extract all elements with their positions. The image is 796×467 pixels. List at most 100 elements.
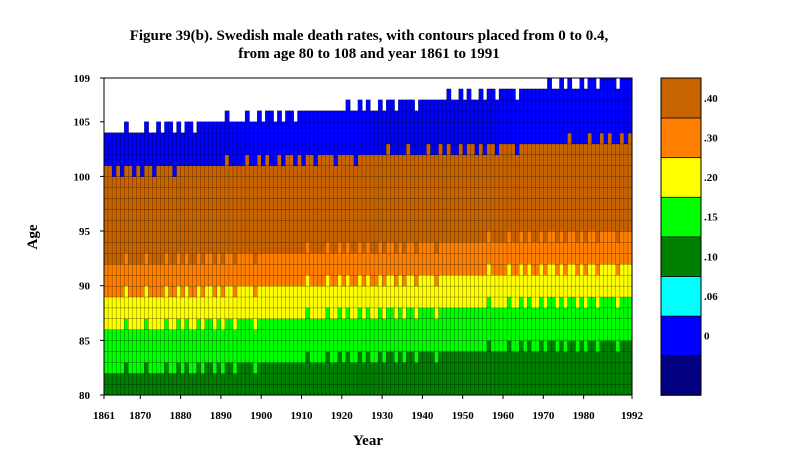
contour-cell bbox=[377, 252, 383, 265]
contour-cell bbox=[232, 373, 238, 385]
contour-cell bbox=[478, 285, 484, 298]
contour-cell bbox=[406, 198, 411, 210]
contour-cell bbox=[277, 351, 282, 363]
contour-cell bbox=[547, 296, 552, 309]
contour-cell bbox=[124, 351, 129, 363]
contour-cell bbox=[337, 187, 343, 199]
contour-cell bbox=[297, 219, 303, 232]
contour-cell bbox=[289, 165, 294, 177]
contour-cell bbox=[115, 132, 121, 145]
contour-cell bbox=[164, 121, 170, 134]
contour-cell bbox=[442, 241, 448, 254]
contour-cell bbox=[474, 110, 480, 123]
contour-cell bbox=[269, 373, 274, 385]
contour-cell bbox=[277, 241, 282, 254]
contour-cell bbox=[369, 307, 375, 320]
contour-cell bbox=[478, 307, 484, 320]
contour-cell bbox=[128, 143, 133, 156]
contour-cell bbox=[410, 154, 415, 166]
contour-cell bbox=[527, 219, 532, 232]
contour-cell bbox=[551, 121, 556, 134]
contour-cell bbox=[571, 209, 577, 221]
contour-cell bbox=[414, 340, 419, 352]
contour-cell bbox=[265, 329, 270, 341]
contour-cell bbox=[192, 362, 198, 374]
contour-cell bbox=[144, 307, 149, 320]
contour-cell bbox=[253, 132, 258, 145]
contour-cell bbox=[398, 274, 403, 287]
contour-cell bbox=[426, 263, 431, 276]
contour-cell bbox=[551, 285, 556, 298]
contour-cell bbox=[184, 187, 190, 199]
contour-cell bbox=[595, 373, 601, 385]
contour-cell bbox=[168, 383, 174, 396]
contour-cell bbox=[543, 187, 548, 199]
contour-cell bbox=[418, 373, 423, 385]
contour-cell bbox=[188, 176, 194, 188]
contour-cell bbox=[422, 351, 427, 363]
contour-cell bbox=[160, 383, 165, 396]
contour-cell bbox=[337, 165, 343, 177]
contour-cell bbox=[196, 187, 202, 199]
contour-cell bbox=[313, 351, 319, 363]
contour-cell bbox=[341, 132, 347, 145]
contour-cell bbox=[257, 373, 262, 385]
x-tick-label: 1950 bbox=[452, 410, 475, 422]
contour-cell bbox=[575, 132, 581, 145]
contour-cell bbox=[623, 307, 629, 320]
contour-cell bbox=[216, 383, 222, 396]
contour-cell bbox=[313, 263, 319, 276]
contour-cell bbox=[599, 132, 605, 145]
contour-cell bbox=[430, 351, 436, 363]
contour-cell bbox=[494, 154, 500, 166]
contour-cell bbox=[547, 373, 552, 385]
contour-cell bbox=[414, 132, 419, 145]
contour-cell bbox=[458, 252, 464, 265]
contour-cell bbox=[144, 198, 149, 210]
contour-cell bbox=[478, 209, 484, 221]
contour-cell bbox=[317, 176, 323, 188]
contour-cell bbox=[587, 340, 593, 352]
contour-cell bbox=[313, 252, 319, 265]
contour-cell bbox=[353, 219, 359, 232]
contour-cell bbox=[144, 274, 149, 287]
contour-cell bbox=[571, 351, 577, 363]
contour-cell bbox=[269, 198, 274, 210]
contour-cell bbox=[510, 241, 516, 254]
contour-cell bbox=[422, 110, 427, 123]
contour-cell bbox=[583, 373, 589, 385]
contour-cell bbox=[204, 373, 210, 385]
contour-cell bbox=[543, 132, 548, 145]
contour-cell bbox=[454, 165, 460, 177]
contour-cell bbox=[567, 121, 573, 134]
contour-cell bbox=[148, 351, 153, 363]
contour-cell bbox=[579, 274, 585, 287]
contour-cell bbox=[619, 329, 625, 341]
contour-cell bbox=[345, 230, 351, 243]
contour-cell bbox=[277, 285, 282, 298]
contour-cell bbox=[144, 176, 149, 188]
contour-cell bbox=[591, 329, 597, 341]
contour-cell bbox=[140, 285, 145, 298]
contour-cell bbox=[482, 285, 488, 298]
contour-cell bbox=[547, 143, 552, 156]
contour-cell bbox=[216, 329, 222, 341]
contour-cell bbox=[156, 198, 161, 210]
contour-cell bbox=[583, 230, 589, 243]
contour-cell bbox=[510, 351, 516, 363]
contour-cell bbox=[188, 198, 194, 210]
contour-cell bbox=[228, 285, 234, 298]
contour-cell bbox=[543, 373, 548, 385]
contour-cell bbox=[349, 307, 355, 320]
x-tick-label: 1870 bbox=[129, 410, 152, 422]
contour-cell bbox=[192, 373, 198, 385]
contour-cell bbox=[156, 285, 161, 298]
contour-cell bbox=[450, 99, 456, 112]
contour-cell bbox=[410, 263, 415, 276]
contour-cell bbox=[115, 340, 121, 352]
contour-cell bbox=[248, 373, 254, 385]
contour-cell bbox=[422, 99, 427, 112]
contour-cell bbox=[482, 252, 488, 265]
contour-cell bbox=[595, 187, 601, 199]
contour-cell bbox=[547, 230, 552, 243]
